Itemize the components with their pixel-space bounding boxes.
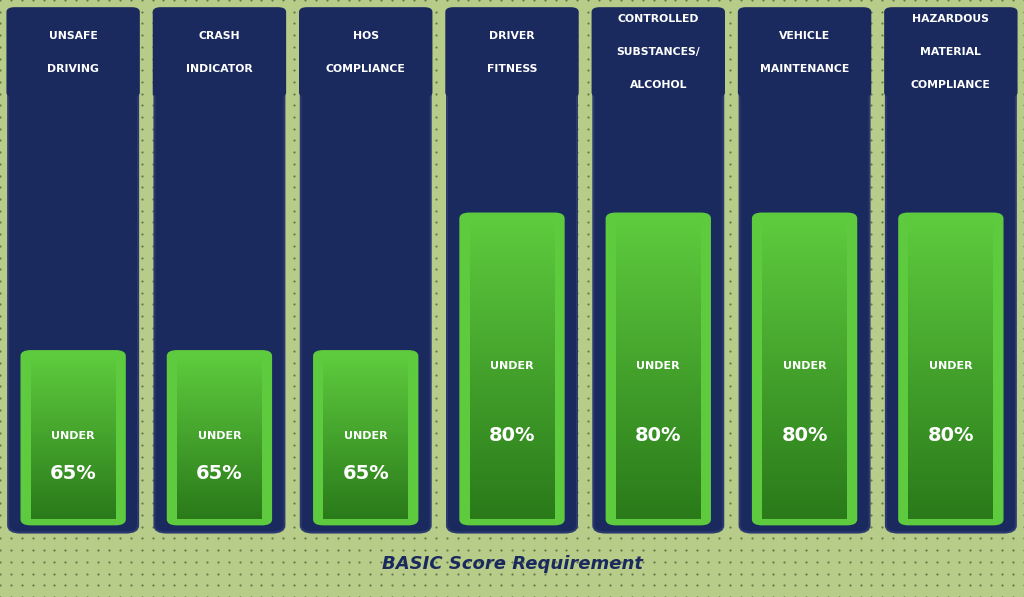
Text: CRASH: CRASH [199, 31, 241, 41]
Text: UNDER: UNDER [198, 431, 242, 441]
Text: SUBSTANCES/: SUBSTANCES/ [616, 47, 700, 57]
FancyBboxPatch shape [167, 350, 272, 525]
Text: MAINTENANCE: MAINTENANCE [760, 64, 849, 73]
FancyBboxPatch shape [153, 7, 286, 97]
FancyBboxPatch shape [592, 7, 725, 97]
Text: HAZARDOUS: HAZARDOUS [912, 14, 989, 24]
Text: 80%: 80% [928, 426, 974, 445]
Text: UNDER: UNDER [637, 361, 680, 371]
FancyBboxPatch shape [313, 350, 419, 525]
Polygon shape [632, 93, 685, 101]
FancyBboxPatch shape [460, 213, 564, 525]
FancyBboxPatch shape [8, 88, 138, 533]
Text: COMPLIANCE: COMPLIANCE [326, 64, 406, 73]
Text: MATERIAL: MATERIAL [921, 47, 981, 57]
Text: VEHICLE: VEHICLE [779, 31, 830, 41]
Text: 80%: 80% [635, 426, 682, 445]
Text: 65%: 65% [50, 464, 96, 483]
Text: UNDER: UNDER [929, 361, 973, 371]
Text: 65%: 65% [342, 464, 389, 483]
FancyBboxPatch shape [447, 88, 577, 533]
FancyBboxPatch shape [593, 88, 723, 533]
Text: 65%: 65% [196, 464, 243, 483]
Text: INDICATOR: INDICATOR [186, 64, 253, 73]
Text: BASIC Score Requirement: BASIC Score Requirement [382, 555, 642, 573]
Text: ALCOHOL: ALCOHOL [630, 80, 687, 90]
FancyBboxPatch shape [739, 88, 869, 533]
Text: DRIVER: DRIVER [489, 31, 535, 41]
FancyBboxPatch shape [301, 88, 431, 533]
FancyBboxPatch shape [738, 7, 871, 97]
FancyBboxPatch shape [445, 7, 579, 97]
Text: UNDER: UNDER [344, 431, 387, 441]
Text: 80%: 80% [488, 426, 536, 445]
Polygon shape [778, 93, 830, 101]
Text: HOS: HOS [352, 31, 379, 41]
Polygon shape [339, 93, 392, 101]
Polygon shape [47, 93, 99, 101]
FancyBboxPatch shape [6, 7, 140, 97]
Text: 80%: 80% [781, 426, 827, 445]
FancyBboxPatch shape [884, 7, 1018, 97]
FancyBboxPatch shape [299, 7, 432, 97]
Text: DRIVING: DRIVING [47, 64, 99, 73]
Polygon shape [485, 93, 539, 101]
Text: UNDER: UNDER [51, 431, 95, 441]
FancyBboxPatch shape [886, 88, 1016, 533]
FancyBboxPatch shape [752, 213, 857, 525]
Text: UNDER: UNDER [782, 361, 826, 371]
FancyBboxPatch shape [605, 213, 711, 525]
Text: UNSAFE: UNSAFE [49, 31, 97, 41]
Text: CONTROLLED: CONTROLLED [617, 14, 699, 24]
Polygon shape [925, 93, 977, 101]
FancyBboxPatch shape [898, 213, 1004, 525]
Text: COMPLIANCE: COMPLIANCE [911, 80, 991, 90]
FancyBboxPatch shape [20, 350, 126, 525]
FancyBboxPatch shape [155, 88, 285, 533]
Text: FITNESS: FITNESS [486, 64, 538, 73]
Polygon shape [194, 93, 246, 101]
Text: UNDER: UNDER [490, 361, 534, 371]
